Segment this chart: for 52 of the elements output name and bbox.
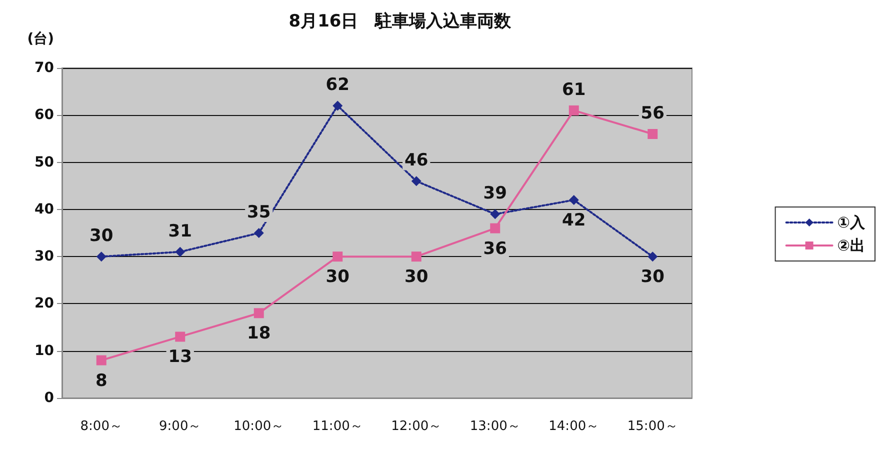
y-tick-label: 30 bbox=[34, 248, 54, 265]
point bbox=[96, 355, 106, 366]
x-tick-label: 15:00～ bbox=[627, 419, 678, 434]
data-label: 30 bbox=[404, 267, 428, 288]
point bbox=[254, 228, 264, 238]
y-tick-label: 20 bbox=[34, 296, 54, 312]
point bbox=[254, 308, 264, 318]
data-label: 31 bbox=[168, 221, 192, 242]
data-label: 42 bbox=[562, 210, 586, 230]
point bbox=[490, 209, 500, 220]
legend-label: ①入 bbox=[837, 214, 866, 232]
point bbox=[332, 252, 343, 262]
point bbox=[648, 129, 658, 139]
chart-title: 8月16日 駐車場入込車両数 bbox=[288, 12, 512, 32]
x-tick-label: 14:00～ bbox=[548, 419, 600, 434]
data-label: 30 bbox=[640, 267, 665, 288]
data-label: 35 bbox=[247, 202, 271, 222]
x-tick-label: 11:00～ bbox=[312, 419, 363, 434]
y-tick-label: 40 bbox=[34, 201, 54, 218]
data-label: 30 bbox=[326, 267, 350, 288]
data-label: 36 bbox=[483, 238, 507, 259]
data-label: 18 bbox=[247, 324, 271, 344]
x-tick-label: 9:00～ bbox=[159, 419, 202, 434]
y-tick-label: 0 bbox=[44, 390, 54, 406]
point bbox=[411, 176, 422, 186]
x-tick-label: 8:00～ bbox=[80, 419, 122, 434]
point bbox=[568, 195, 579, 205]
data-label: 30 bbox=[90, 226, 114, 246]
y-axis-title: (台) bbox=[27, 31, 54, 47]
data-label: 39 bbox=[483, 184, 507, 204]
y-tick-label: 10 bbox=[34, 342, 54, 359]
data-label: 8 bbox=[95, 370, 108, 391]
point bbox=[411, 252, 422, 262]
x-tick-label: 13:00～ bbox=[470, 419, 520, 434]
data-label: 13 bbox=[168, 347, 192, 368]
point bbox=[490, 223, 500, 234]
point bbox=[332, 100, 343, 111]
point bbox=[175, 332, 186, 342]
data-label: 46 bbox=[404, 150, 428, 171]
data-label: 61 bbox=[562, 80, 586, 100]
point bbox=[568, 105, 579, 116]
y-tick-label: 70 bbox=[34, 60, 54, 76]
point bbox=[175, 246, 186, 257]
y-tick-label: 60 bbox=[34, 107, 54, 124]
point bbox=[648, 252, 658, 262]
y-tick-label: 50 bbox=[34, 154, 54, 170]
legend-label: ②出 bbox=[837, 236, 866, 254]
x-tick-label: 12:00～ bbox=[391, 419, 442, 434]
x-tick-label: 10:00～ bbox=[234, 419, 284, 434]
data-label: 56 bbox=[640, 104, 664, 124]
data-label: 62 bbox=[326, 75, 350, 96]
point bbox=[96, 252, 106, 262]
